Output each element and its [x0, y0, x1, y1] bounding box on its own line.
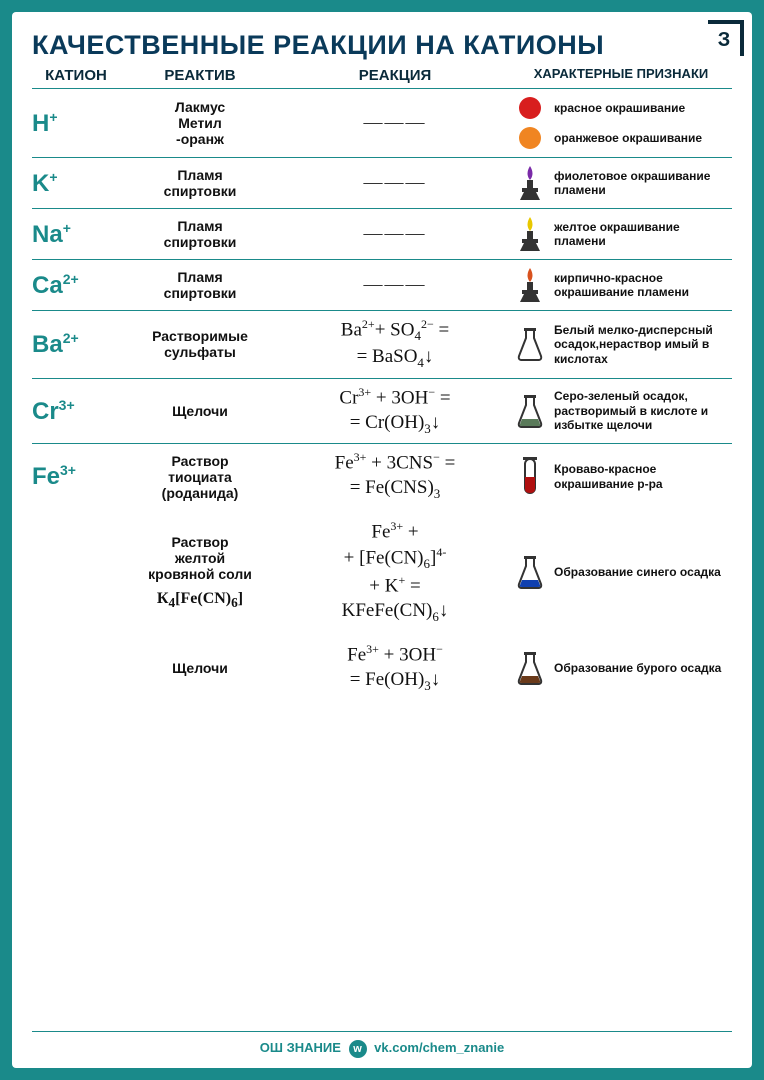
- burner-icon: [510, 266, 550, 304]
- cation-label: Fe3+: [32, 462, 120, 491]
- circle-icon: [510, 125, 550, 151]
- flask-icon: [510, 650, 550, 686]
- corner-mark: З: [708, 20, 744, 56]
- column-headers: КАТИОН РЕАКТИВ РЕАКЦИЯ ХАРАКТЕРНЫЕ ПРИЗН…: [32, 67, 732, 88]
- sign-text: оранжевое окрашивание: [550, 131, 732, 145]
- cation-label: Cr3+: [32, 397, 120, 426]
- reaction-formula: Fe3+ + 3OH−= Fe(OH)3↓: [280, 642, 510, 695]
- sign-text: Серо-зеленый осадок, растворимый в кисло…: [550, 389, 732, 432]
- vk-icon: w: [349, 1040, 367, 1058]
- reagent-label: Растворжелтойкровяной солиК4[Fe(CN)6]: [120, 534, 280, 611]
- table-row: Na+ Пламяспиртовки ——— желтое окрашивани…: [32, 208, 732, 259]
- sign-text: Белый мелко-дисперсный осадок,нераствор …: [550, 323, 732, 366]
- table-row: Fe3+ Раствортиоциата(роданида) Fe3+ + 3C…: [32, 443, 732, 509]
- sign-text: кирпично-красное окрашивание пламени: [550, 271, 732, 300]
- reagent-label: ЛакмусМетил-оранж: [120, 99, 280, 147]
- footer-brand: ОШ ЗНАНИЕ: [260, 1040, 341, 1055]
- reagent-label: Пламяспиртовки: [120, 269, 280, 301]
- cation-label: Ba2+: [32, 330, 120, 359]
- sign-text: Кроваво-красное окрашивание р-ра: [550, 462, 732, 491]
- flask-icon: [510, 393, 550, 429]
- footer: ОШ ЗНАНИЕ w vk.com/chem_znanie: [32, 1031, 732, 1058]
- header-cation: КАТИОН: [32, 67, 120, 84]
- header-reaction: РЕАКЦИЯ: [280, 67, 510, 84]
- table-subrow: Щелочи Fe3+ + 3OH−= Fe(OH)3↓ Образование…: [32, 632, 732, 701]
- table-body: H+ ЛакмусМетил-оранж ——— красное окрашив…: [32, 88, 732, 1031]
- flask-icon: [510, 326, 550, 362]
- reagent-label: Пламяспиртовки: [120, 167, 280, 199]
- circle-icon: [510, 95, 550, 121]
- cation-label: Na+: [32, 220, 120, 249]
- burner-icon: [510, 215, 550, 253]
- footer-link: vk.com/chem_znanie: [374, 1040, 504, 1055]
- reagent-label: Раствортиоциата(роданида): [120, 453, 280, 501]
- page-title: КАЧЕСТВЕННЫЕ РЕАКЦИИ НА КАТИОНЫ: [32, 30, 732, 61]
- tube-icon: [510, 457, 550, 497]
- reagent-label: Растворимыесульфаты: [120, 328, 280, 360]
- sign-text: фиолетовое окрашивание пламени: [550, 169, 732, 198]
- header-signs: ХАРАКТЕРНЫЕ ПРИЗНАКИ: [510, 67, 732, 84]
- reaction-formula: Cr3+ + 3OH− == Cr(OH)3↓: [280, 385, 510, 438]
- reaction-dash: ———: [280, 111, 510, 136]
- reaction-dash: ———: [280, 222, 510, 247]
- reagent-label: Щелочи: [120, 660, 280, 676]
- cation-label: Ca2+: [32, 271, 120, 300]
- header-reagent: РЕАКТИВ: [120, 67, 280, 84]
- sign-text: красное окрашивание: [550, 101, 732, 115]
- flask-icon: [510, 554, 550, 590]
- sign-text: Образование синего осадка: [550, 565, 732, 579]
- reaction-formula: Ba2++ SO42− == BaSO4↓: [280, 317, 510, 372]
- reagent-label: Щелочи: [120, 403, 280, 419]
- table-row: H+ ЛакмусМетил-оранж ——— красное окрашив…: [32, 88, 732, 157]
- table-row: Ca2+ Пламяспиртовки ——— кирпично-красное…: [32, 259, 732, 310]
- reagent-label: Пламяспиртовки: [120, 218, 280, 250]
- sign-text: желтое окрашивание пламени: [550, 220, 732, 249]
- table-row: Cr3+ Щелочи Cr3+ + 3OH− == Cr(OH)3↓ Серо…: [32, 378, 732, 444]
- table-subrow: Растворжелтойкровяной солиК4[Fe(CN)6] Fe…: [32, 509, 732, 632]
- card: З КАЧЕСТВЕННЫЕ РЕАКЦИИ НА КАТИОНЫ КАТИОН…: [12, 12, 752, 1068]
- sign-text: Образование бурого осадка: [550, 661, 732, 675]
- burner-icon: [510, 164, 550, 202]
- cation-label: H+: [32, 109, 120, 138]
- cation-label: K+: [32, 169, 120, 198]
- reaction-dash: ———: [280, 171, 510, 196]
- reaction-dash: ———: [280, 273, 510, 298]
- reaction-formula: Fe3+ ++ [Fe(CN)6]4-+ K+ =KFeFe(CN)6↓: [280, 519, 510, 626]
- table-row: K+ Пламяспиртовки ——— фиолетовое окрашив…: [32, 157, 732, 208]
- reaction-formula: Fe3+ + 3CNS− == Fe(CNS)3: [280, 450, 510, 503]
- table-row: Ba2+ Растворимыесульфаты Ba2++ SO42− == …: [32, 310, 732, 378]
